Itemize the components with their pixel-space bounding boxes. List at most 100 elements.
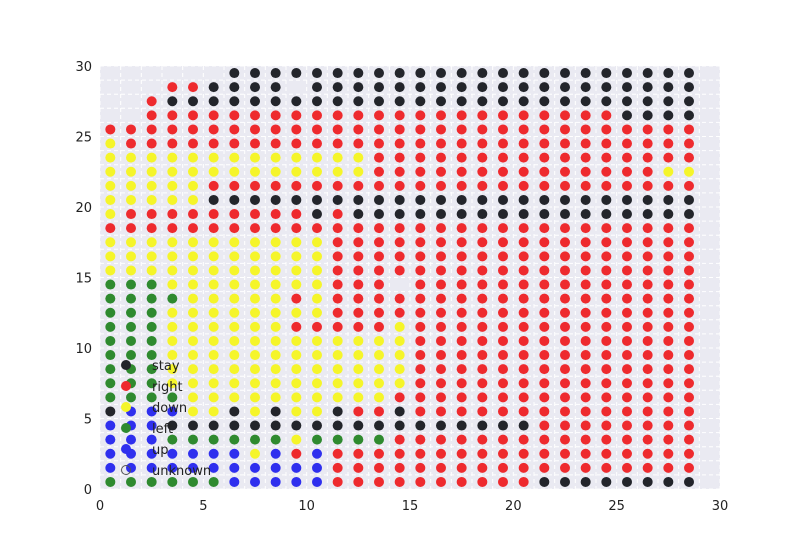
point-down — [291, 435, 301, 445]
point-right — [395, 392, 405, 402]
point-right — [560, 237, 570, 247]
point-down — [147, 265, 157, 275]
point-down — [250, 153, 260, 163]
point-right — [333, 449, 343, 459]
point-right — [415, 364, 425, 374]
point-right — [457, 477, 467, 487]
point-right — [684, 364, 694, 374]
point-down — [291, 308, 301, 318]
point-down — [271, 153, 281, 163]
point-stay — [271, 421, 281, 431]
point-right — [457, 350, 467, 360]
point-right — [477, 308, 487, 318]
point-right — [684, 181, 694, 191]
point-stay — [312, 96, 322, 106]
point-down — [374, 378, 384, 388]
point-right — [477, 223, 487, 233]
point-stay — [601, 209, 611, 219]
point-right — [374, 308, 384, 318]
point-right — [312, 124, 322, 134]
point-down — [312, 251, 322, 261]
y-tick-label: 30 — [75, 60, 92, 75]
point-stay — [395, 96, 405, 106]
point-right — [457, 251, 467, 261]
point-right — [477, 378, 487, 388]
point-right — [684, 406, 694, 416]
point-down — [209, 378, 219, 388]
point-stay — [312, 209, 322, 219]
point-right — [519, 181, 529, 191]
point-right — [271, 223, 281, 233]
point-stay — [271, 96, 281, 106]
point-down — [374, 350, 384, 360]
point-down — [229, 378, 239, 388]
point-right — [581, 237, 591, 247]
point-stay — [333, 195, 343, 205]
point-right — [560, 110, 570, 120]
point-right — [415, 336, 425, 346]
point-down — [188, 350, 198, 360]
point-right — [436, 237, 446, 247]
point-down — [229, 364, 239, 374]
point-right — [498, 280, 508, 290]
point-stay — [684, 209, 694, 219]
point-right — [581, 153, 591, 163]
point-down — [250, 336, 260, 346]
point-right — [415, 449, 425, 459]
point-down — [271, 251, 281, 261]
point-right — [353, 406, 363, 416]
point-down — [271, 167, 281, 177]
point-right — [498, 477, 508, 487]
point-right — [498, 308, 508, 318]
point-right — [498, 251, 508, 261]
point-stay — [436, 68, 446, 78]
point-right — [684, 378, 694, 388]
point-right — [643, 139, 653, 149]
point-down — [312, 167, 322, 177]
point-right — [209, 124, 219, 134]
point-down — [147, 181, 157, 191]
point-right — [126, 223, 136, 233]
point-down — [250, 265, 260, 275]
point-right — [312, 223, 322, 233]
point-right — [519, 110, 529, 120]
point-stay — [663, 195, 673, 205]
point-right — [498, 336, 508, 346]
legend-marker-stay — [121, 360, 131, 370]
point-right — [188, 110, 198, 120]
point-right — [560, 364, 570, 374]
point-up — [229, 463, 239, 473]
point-up — [188, 449, 198, 459]
point-stay — [581, 68, 591, 78]
point-right — [209, 139, 219, 149]
point-right — [229, 124, 239, 134]
point-right — [167, 82, 177, 92]
point-down — [167, 153, 177, 163]
point-right — [312, 110, 322, 120]
point-left — [126, 477, 136, 487]
point-right — [498, 449, 508, 459]
point-right — [498, 223, 508, 233]
point-stay — [684, 82, 694, 92]
point-right — [581, 463, 591, 473]
point-right — [622, 167, 632, 177]
point-right — [147, 139, 157, 149]
point-right — [312, 181, 322, 191]
point-right — [519, 392, 529, 402]
point-right — [333, 110, 343, 120]
point-stay — [333, 82, 343, 92]
point-right — [643, 237, 653, 247]
point-right — [539, 251, 549, 261]
point-stay — [539, 209, 549, 219]
point-right — [312, 322, 322, 332]
point-right — [209, 181, 219, 191]
point-stay — [333, 68, 343, 78]
point-stay — [498, 195, 508, 205]
point-down — [167, 336, 177, 346]
legend-marker-left — [121, 423, 131, 433]
point-stay — [498, 421, 508, 431]
point-right — [436, 308, 446, 318]
point-right — [167, 139, 177, 149]
point-right — [457, 153, 467, 163]
point-right — [663, 463, 673, 473]
